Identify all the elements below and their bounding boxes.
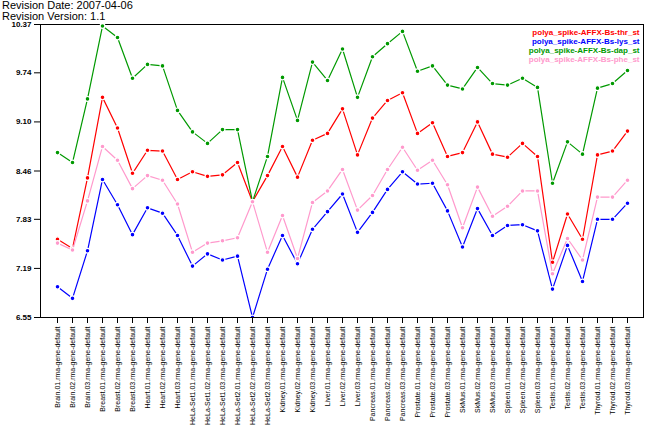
svg-text:Thyroid.03.rma-gene-default: Thyroid.03.rma-gene-default <box>624 326 632 414</box>
svg-text:Kidney.02.rma-gene-default: Kidney.02.rma-gene-default <box>294 326 302 412</box>
svg-text:Thyroid.01.rma-gene-default: Thyroid.01.rma-gene-default <box>594 326 602 414</box>
svg-text:Brain.01.rma-gene-default: Brain.01.rma-gene-default <box>54 326 62 407</box>
svg-text:HeLa-Set2.03.rma-gene-default: HeLa-Set2.03.rma-gene-default <box>264 326 272 425</box>
svg-text:Prostate.01.rma-gene-default: Prostate.01.rma-gene-default <box>414 326 422 417</box>
svg-text:HeLa-Set2.02.rma-gene-default: HeLa-Set2.02.rma-gene-default <box>249 326 257 425</box>
svg-text:SkMus.01.rma-gene-default: SkMus.01.rma-gene-default <box>459 326 467 412</box>
svg-text:SkMus.03.rma-gene-default: SkMus.03.rma-gene-default <box>489 326 497 412</box>
svg-text:Spleen.01.rma-gene-default: Spleen.01.rma-gene-default <box>504 326 512 413</box>
svg-text:Pancreas.01.rma-gene-default: Pancreas.01.rma-gene-default <box>369 326 377 421</box>
svg-text:Testis.02.rma-gene-default: Testis.02.rma-gene-default <box>564 326 572 409</box>
svg-text:Breast.01.rma-gene-default: Breast.01.rma-gene-default <box>99 326 107 411</box>
svg-text:Testis.01.rma-gene-default: Testis.01.rma-gene-default <box>549 326 557 409</box>
svg-text:HeLa-Set1.02.rma-gene-default: HeLa-Set1.02.rma-gene-default <box>204 326 212 425</box>
html-text:Revision Date: 2007-04-06: Revision Date: 2007-04-06 <box>2 0 133 11</box>
svg-text:polya_spike-AFFX-Bs-dap_st: polya_spike-AFFX-Bs-dap_st <box>529 46 640 55</box>
html-text:Revision Version: 1.1: Revision Version: 1.1 <box>2 10 106 22</box>
svg-text:Pancreas.02.rma-gene-default: Pancreas.02.rma-gene-default <box>384 326 392 421</box>
svg-text:HeLa-Set1.03.rma-gene-default: HeLa-Set1.03.rma-gene-default <box>219 326 227 425</box>
svg-text:HeLa-Set2.01.rma-gene-default: HeLa-Set2.01.rma-gene-default <box>234 326 242 425</box>
svg-text:HeLa-Set1.01.rma-gene-default: HeLa-Set1.01.rma-gene-default <box>189 326 197 425</box>
svg-text:polya_spike-AFFX-Bs-thr_st: polya_spike-AFFX-Bs-thr_st <box>532 28 639 37</box>
svg-text:Spleen.03.rma-gene-default: Spleen.03.rma-gene-default <box>534 326 542 413</box>
svg-text:polya_spike-AFFX-Bs-phe_st: polya_spike-AFFX-Bs-phe_st <box>529 55 640 64</box>
svg-text:Thyroid.02.rma-gene-default: Thyroid.02.rma-gene-default <box>609 326 617 414</box>
svg-text:Testis.03.rma-gene-default: Testis.03.rma-gene-default <box>579 326 587 409</box>
svg-text:Breast.03.rma-gene-default: Breast.03.rma-gene-default <box>129 326 137 411</box>
svg-text:Prostate.03.rma-gene-default: Prostate.03.rma-gene-default <box>444 326 452 417</box>
svg-text:8.46: 8.46 <box>16 167 32 176</box>
svg-text:6.55: 6.55 <box>16 313 32 322</box>
svg-text:Kidney.01.rma-gene-default: Kidney.01.rma-gene-default <box>279 326 287 412</box>
svg-text:SkMus.02.rma-gene-default: SkMus.02.rma-gene-default <box>474 326 482 412</box>
svg-text:Breast.02.rma-gene-default: Breast.02.rma-gene-default <box>114 326 122 411</box>
svg-text:Heart.03.rma-gene-default: Heart.03.rma-gene-default <box>174 326 182 408</box>
svg-text:Liver.01.rma-gene-default: Liver.01.rma-gene-default <box>324 326 332 406</box>
svg-text:Liver.02.rma-gene-default: Liver.02.rma-gene-default <box>339 326 347 406</box>
svg-text:Brain.03.rma-gene-default: Brain.03.rma-gene-default <box>84 326 92 407</box>
svg-text:Liver.03.rma-gene-default: Liver.03.rma-gene-default <box>354 326 362 406</box>
svg-text:Prostate.02.rma-gene-default: Prostate.02.rma-gene-default <box>429 326 437 417</box>
svg-text:10.37: 10.37 <box>11 22 32 29</box>
svg-text:9.74: 9.74 <box>16 68 32 77</box>
svg-text:Kidney.03.rma-gene-default: Kidney.03.rma-gene-default <box>309 326 317 412</box>
svg-text:Pancreas.03.rma-gene-default: Pancreas.03.rma-gene-default <box>399 326 407 421</box>
svg-text:polya_spike-AFFX-Bs-lys_st: polya_spike-AFFX-Bs-lys_st <box>532 37 640 46</box>
svg-text:Heart.02.rma-gene-default: Heart.02.rma-gene-default <box>159 326 167 408</box>
svg-text:9.10: 9.10 <box>16 117 32 126</box>
svg-text:7.83: 7.83 <box>16 215 32 224</box>
svg-text:Heart.01.rma-gene-default: Heart.01.rma-gene-default <box>144 326 152 408</box>
svg-text:Brain.02.rma-gene-default: Brain.02.rma-gene-default <box>69 326 77 407</box>
svg-text:Spleen.02.rma-gene-default: Spleen.02.rma-gene-default <box>519 326 527 413</box>
svg-text:7.19: 7.19 <box>16 264 32 273</box>
